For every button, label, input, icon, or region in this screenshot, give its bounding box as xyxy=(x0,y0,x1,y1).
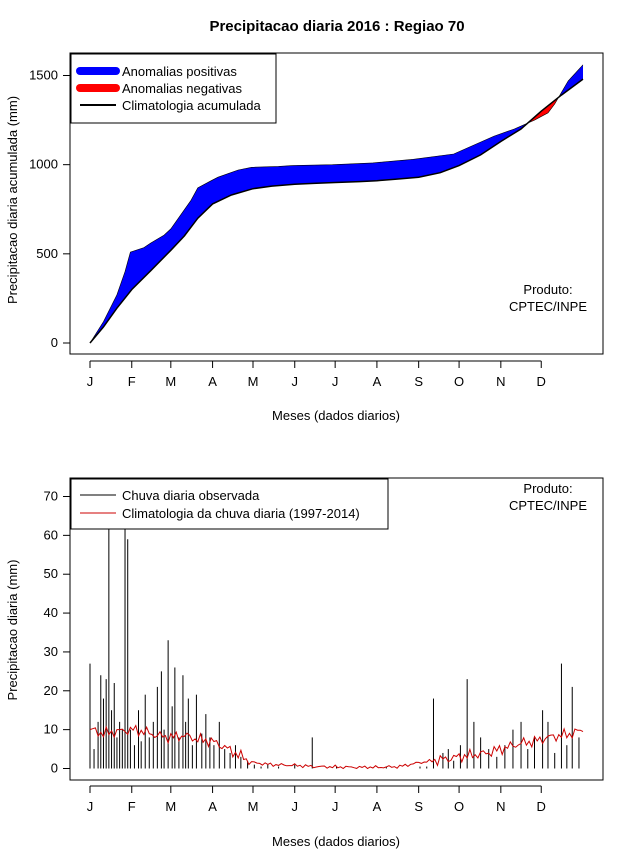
y-tick-label: 0 xyxy=(51,335,58,350)
accumulated-plot-area xyxy=(89,64,584,344)
x-tick-label: S xyxy=(414,799,423,814)
legend-observed: Chuva diaria observada xyxy=(122,488,260,503)
y-tick-label: 50 xyxy=(44,566,58,581)
accumulated-legend: Anomalias positivas Anomalias negativas … xyxy=(70,53,277,124)
x-tick-label: J xyxy=(332,374,339,389)
x-tick-label: N xyxy=(496,799,505,814)
daily-plot-frame xyxy=(69,477,604,781)
daily-legend-box xyxy=(70,478,389,530)
x-tick-label: M xyxy=(165,374,176,389)
y-tick-label: 60 xyxy=(44,527,58,542)
credit-line2-top: CPTEC/INPE xyxy=(509,299,587,314)
legend-clim: Climatologia acumulada xyxy=(122,98,262,113)
x-tick-label: S xyxy=(414,374,423,389)
x-tick-label: A xyxy=(208,374,217,389)
y-tick-label: 20 xyxy=(44,683,58,698)
daily-x-label: Meses (dados diarios) xyxy=(272,834,400,849)
y-tick-label: 40 xyxy=(44,605,58,620)
legend-positive: Anomalias positivas xyxy=(122,64,237,79)
x-tick-label: J xyxy=(291,374,298,389)
accumulated-panel: 0 500 1000 1500 J F M A M J J A S O N D Meses (dados d… xyxy=(5,52,604,423)
x-tick-label: A xyxy=(373,374,382,389)
accumulated-plot-frame xyxy=(69,52,604,355)
daily-legend: Chuva diaria observada Climatologia da c… xyxy=(70,478,389,530)
x-tick-label: O xyxy=(454,799,464,814)
legend-daily-clim: Climatologia da chuva diaria (1997-2014) xyxy=(122,506,360,521)
x-tick-label: D xyxy=(537,799,546,814)
y-tick-label: 30 xyxy=(44,644,58,659)
observed-accum-line xyxy=(89,64,584,344)
y-tick-label: 10 xyxy=(44,722,58,737)
chart-title: Precipitacao diaria 2016 : Regiao 70 xyxy=(209,18,464,35)
climatology-accum-line xyxy=(89,78,584,344)
daily-plot-area xyxy=(89,523,584,770)
x-tick-label: O xyxy=(454,374,464,389)
x-tick-label: F xyxy=(128,374,136,389)
credit-line1-top: Produto: xyxy=(523,282,572,297)
x-tick-label: M xyxy=(165,799,176,814)
x-tick-label: D xyxy=(537,374,546,389)
daily-y-axis: 0 10 20 30 40 50 60 70 xyxy=(44,489,70,776)
x-tick-label: J xyxy=(87,374,94,389)
x-tick-label: J xyxy=(291,799,298,814)
x-tick-label: M xyxy=(248,799,259,814)
x-tick-label: J xyxy=(332,799,339,814)
x-tick-label: A xyxy=(208,799,217,814)
x-tick-label: J xyxy=(87,799,94,814)
y-tick-label: 70 xyxy=(44,489,58,504)
accumulated-x-label: Meses (dados diarios) xyxy=(272,408,400,423)
credit-line2-bottom: CPTEC/INPE xyxy=(509,498,587,513)
y-tick-label: 0 xyxy=(51,761,58,776)
daily-climatology-line xyxy=(89,724,584,770)
y-tick-label: 1500 xyxy=(29,68,58,83)
x-tick-label: F xyxy=(128,799,136,814)
daily-y-label: Precipitacao diaria (mm) xyxy=(5,560,20,701)
daily-panel: 0 10 20 30 40 50 60 70 J F M A M J J A S O N D Meses (dado… xyxy=(5,477,604,849)
legend-negative: Anomalias negativas xyxy=(122,81,242,96)
x-tick-label: A xyxy=(373,799,382,814)
y-tick-label: 1000 xyxy=(29,157,58,172)
accumulated-y-axis: 0 500 1000 1500 xyxy=(29,68,70,350)
y-tick-label: 500 xyxy=(36,246,58,261)
x-tick-label: M xyxy=(248,374,259,389)
accumulated-y-label: Precipitacao diaria acumulada (mm) xyxy=(5,96,20,304)
x-tick-label: N xyxy=(496,374,505,389)
credit-line1-bottom: Produto: xyxy=(523,481,572,496)
